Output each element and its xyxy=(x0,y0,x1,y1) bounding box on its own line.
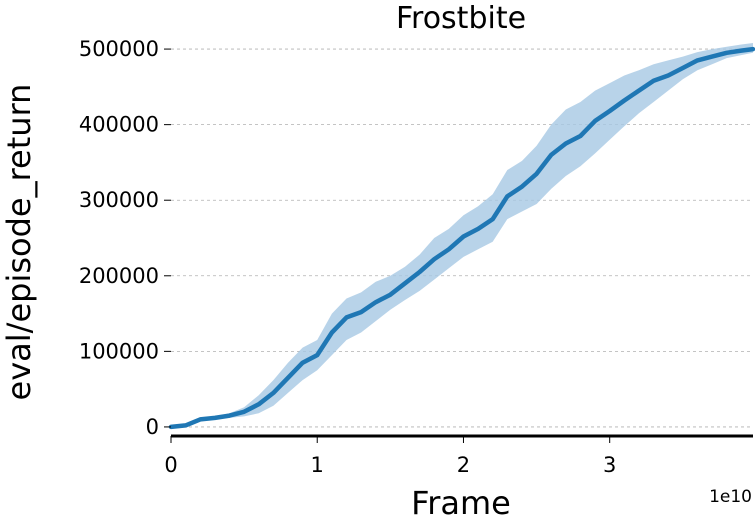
y-axis-label: eval/episode_return xyxy=(0,84,38,401)
y-tick-label: 400000 xyxy=(79,113,159,137)
x-axis-label: Frame xyxy=(411,484,511,522)
y-tick-label: 500000 xyxy=(79,37,159,61)
x-tick-label: 2 xyxy=(457,453,470,477)
grid xyxy=(171,48,753,428)
x-tick-label: 0 xyxy=(164,453,177,477)
series-line xyxy=(168,46,755,430)
y-tick-label: 200000 xyxy=(79,264,159,288)
y-tick-label: 300000 xyxy=(79,188,159,212)
x-ticks: 0 1 2 3 xyxy=(164,436,616,477)
y-tick-label: 0 xyxy=(146,415,159,439)
chart-title: Frostbite xyxy=(396,1,526,36)
x-offset-label: 1e10 xyxy=(709,487,752,507)
y-tick-label: 100000 xyxy=(79,339,159,363)
y-ticks: 0 100000 200000 300000 400000 500000 xyxy=(79,37,171,439)
x-tick-label: 1 xyxy=(311,453,324,477)
x-tick-label: 3 xyxy=(603,453,616,477)
